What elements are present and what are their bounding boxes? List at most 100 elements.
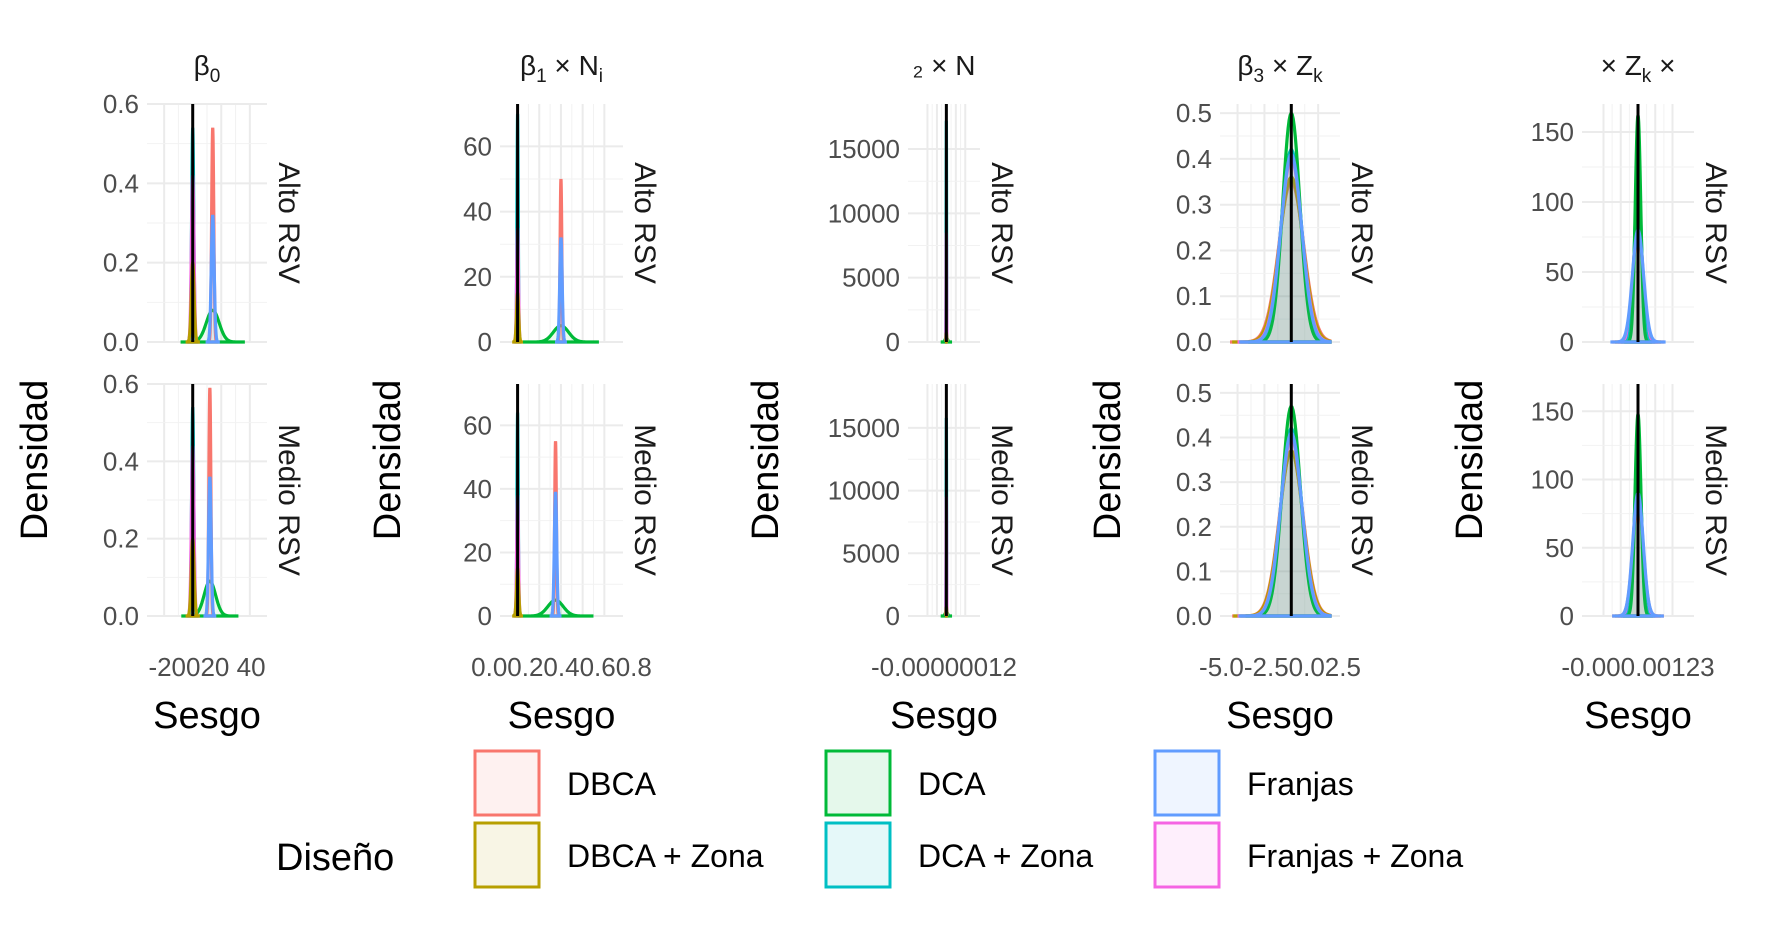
x-axis-title: Sesgo xyxy=(1584,695,1692,737)
row-strip-label: Medio RSV xyxy=(985,424,1018,576)
y-tick-label: 0.5 xyxy=(1176,378,1212,408)
density-curve-franjas xyxy=(1239,152,1332,344)
facet-4-1: 0 50 100 150 Medio RSV xyxy=(1531,384,1732,631)
y-tick-label: 0.0 xyxy=(1176,327,1212,357)
y-tick-label: 0.4 xyxy=(1176,423,1212,453)
legend-key xyxy=(1153,749,1221,817)
panel-title: β0 xyxy=(194,50,221,87)
x-axis-title: Sesgo xyxy=(153,695,261,737)
panel-2: ₂ × N Densidad 0 5000 10000 15000 Alto RSV 0 500… xyxy=(745,50,1018,737)
legend-label: DBCA + Zona xyxy=(567,838,764,874)
legend-item: Franjas + Zona xyxy=(1153,821,1463,889)
facet-0-0: 0.0 0.2 0.4 0.6 Alto RSV xyxy=(103,89,305,357)
facet-1-1: 0 20 40 60 Medio RSV xyxy=(463,384,661,631)
y-tick-label: 0 xyxy=(478,327,492,357)
facet-1-0: 0 20 40 60 Alto RSV xyxy=(463,104,661,357)
x-tick-labels: -0.00000012 xyxy=(871,652,1017,682)
y-tick-label: 15000 xyxy=(828,134,900,164)
y-tick-label: 0.1 xyxy=(1176,281,1212,311)
y-tick-label: 10000 xyxy=(828,198,900,228)
y-tick-label: 0.2 xyxy=(103,524,139,554)
x-tick-labels: -0.000.00123 xyxy=(1561,652,1714,682)
y-tick-label: 0.2 xyxy=(1176,235,1212,265)
legend-key xyxy=(824,749,892,817)
y-tick-label: 50 xyxy=(1545,533,1574,563)
y-tick-label: 10000 xyxy=(828,476,900,506)
row-strip-label: Medio RSV xyxy=(628,424,661,576)
y-tick-label: 0.0 xyxy=(103,601,139,631)
density-curve-franjas xyxy=(549,491,562,618)
panel-title-part: × N xyxy=(547,50,599,81)
density-curve-franjas xyxy=(203,476,217,618)
y-tick-label: 0.6 xyxy=(103,369,139,399)
panel-title: β3 × Zk xyxy=(1237,50,1323,87)
y-tick-label: 60 xyxy=(463,131,492,161)
y-axis-title: Densidad xyxy=(745,380,787,541)
facet-2-1: 0 5000 10000 15000 Medio RSV xyxy=(828,384,1018,631)
legend-label: Franjas + Zona xyxy=(1247,838,1463,874)
y-tick-label: 0 xyxy=(886,601,900,631)
x-axis-title: Sesgo xyxy=(1226,695,1334,737)
facet-2-0: 0 5000 10000 15000 Alto RSV xyxy=(828,104,1018,357)
legend-key xyxy=(1153,821,1221,889)
panel-title-part: k xyxy=(1313,66,1323,87)
panel-title-part: × xyxy=(1651,50,1675,81)
y-axis-title: Densidad xyxy=(14,380,56,541)
row-strip-label: Alto RSV xyxy=(272,162,305,284)
row-strip-label: Alto RSV xyxy=(985,162,1018,284)
y-tick-label: 0.4 xyxy=(103,168,139,198)
panel-3: β3 × Zk Densidad 0.0 0.1 0.2 0.3 0.4 0.5 Alto RS… xyxy=(1087,50,1378,737)
row-strip-label: Alto RSV xyxy=(628,162,661,284)
y-tick-label: 60 xyxy=(463,410,492,440)
y-tick-label: 0 xyxy=(478,601,492,631)
panel-title-part: β xyxy=(194,50,210,81)
panel-title-part: β xyxy=(1237,50,1253,81)
panel-title-part: i xyxy=(599,66,603,87)
row-strip-label: Medio RSV xyxy=(1699,424,1732,576)
legend-label: DCA xyxy=(918,766,986,802)
y-tick-label: 100 xyxy=(1531,187,1574,217)
legend-item: DCA xyxy=(824,749,986,817)
y-tick-label: 20 xyxy=(463,262,492,292)
panel-title-part: 0 xyxy=(210,66,221,87)
panel-title-part: β xyxy=(520,50,536,81)
row-strip-label: Medio RSV xyxy=(1345,424,1378,576)
panel-title: ₂ × N xyxy=(913,50,976,81)
row-strip-label: Alto RSV xyxy=(1699,162,1732,284)
legend-key xyxy=(824,821,892,889)
legend-label: Franjas xyxy=(1247,766,1354,802)
y-axis-title: Densidad xyxy=(1449,380,1491,541)
y-tick-label: 0.2 xyxy=(1176,512,1212,542)
y-axis-title: Densidad xyxy=(1087,380,1129,541)
panel-1: β1 × Ni Densidad 0 20 40 60 Alto RSV 0 20 40 60 Med… xyxy=(367,50,661,737)
y-axis-title: Densidad xyxy=(367,380,409,541)
y-tick-label: 0.0 xyxy=(1176,601,1212,631)
panel-title-part: 1 xyxy=(536,66,547,87)
legend-item: Franjas xyxy=(1153,749,1354,817)
legend-key xyxy=(473,821,541,889)
x-axis-title: Sesgo xyxy=(890,695,998,737)
panel-title: β1 × Ni xyxy=(520,50,603,87)
x-tick-labels: 0.00.20.40.60.8 xyxy=(471,652,652,682)
legend-item: DCA + Zona xyxy=(824,821,1093,889)
panel-title-part: ₂ × N xyxy=(913,50,976,81)
x-tick-labels: -5.0-2.50.02.5 xyxy=(1199,652,1361,682)
x-tick-labels: -20020 40 xyxy=(148,652,265,682)
x-axis-title: Sesgo xyxy=(508,695,616,737)
y-tick-label: 5000 xyxy=(842,263,900,293)
density-curve-franjas xyxy=(554,237,567,344)
facet-4-0: 0 50 100 150 Alto RSV xyxy=(1531,104,1732,357)
y-tick-label: 0.6 xyxy=(103,89,139,119)
legend-title: Diseño xyxy=(276,837,394,879)
y-tick-label: 0 xyxy=(1560,601,1574,631)
y-tick-label: 0 xyxy=(1560,327,1574,357)
legend-label: DBCA xyxy=(567,766,657,802)
y-tick-label: 0.3 xyxy=(1176,190,1212,220)
panel-title-part: 3 xyxy=(1254,66,1265,87)
panel-4: × Zk × Densidad 0 50 100 150 Alto RSV 0 50 100 150… xyxy=(1449,50,1732,737)
y-tick-label: 0.5 xyxy=(1176,98,1212,128)
facet-3-0: 0.0 0.1 0.2 0.3 0.4 0.5 Alto RSV xyxy=(1176,98,1378,357)
